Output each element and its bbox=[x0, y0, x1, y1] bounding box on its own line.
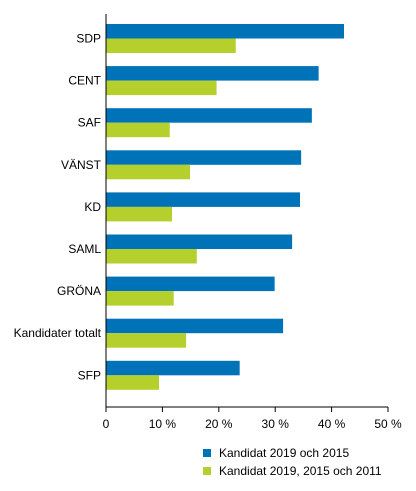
bar-grona-series-1 bbox=[106, 276, 275, 292]
x-tick-label: 0 bbox=[103, 417, 110, 431]
x-tick-label: 10 % bbox=[149, 417, 177, 431]
category-labels: SDP CENT SAF VÄNST KD SAML GRÖNA Kandidater tot… bbox=[14, 32, 102, 383]
legend-swatch-series-1 bbox=[203, 449, 211, 457]
bar-kandidater-totalt-series-2 bbox=[106, 333, 187, 348]
legend-label-series-1: Kandidat 2019 och 2015 bbox=[219, 446, 349, 460]
bar-saf-series-1 bbox=[106, 108, 312, 123]
category-label-kandidater-totalt: Kandidater totalt bbox=[14, 326, 102, 340]
bar-vanst-series-1 bbox=[106, 150, 302, 165]
category-label-saml: SAML bbox=[68, 242, 101, 256]
bar-cent-series-1 bbox=[106, 66, 319, 81]
bars-group bbox=[106, 24, 345, 390]
bar-sdp-series-2 bbox=[106, 38, 236, 53]
legend-swatch-series-2 bbox=[203, 467, 211, 475]
bar-vanst-series-2 bbox=[106, 164, 191, 180]
bar-saml-series-2 bbox=[106, 249, 197, 264]
bar-sfp-series-2 bbox=[106, 375, 160, 390]
bar-kd-series-2 bbox=[106, 206, 172, 222]
legend-label-series-2: Kandidat 2019, 2015 och 2011 bbox=[219, 464, 382, 478]
bar-cent-series-2 bbox=[106, 80, 217, 96]
legend: Kandidat 2019 och 2015 Kandidat 2019, 201… bbox=[203, 446, 382, 478]
category-label-kd: KD bbox=[84, 200, 101, 214]
category-label-sdp: SDP bbox=[76, 32, 101, 46]
bar-sdp-series-1 bbox=[106, 24, 345, 39]
x-tick-label: 50 % bbox=[374, 417, 402, 431]
bar-sfp-series-1 bbox=[106, 360, 240, 376]
bar-saml-series-1 bbox=[106, 234, 293, 249]
category-label-sfp: SFP bbox=[78, 368, 101, 382]
category-label-vanst: VÄNST bbox=[61, 158, 102, 172]
bar-kd-series-1 bbox=[106, 192, 301, 207]
x-tick-label: 30 % bbox=[262, 417, 290, 431]
category-label-saf: SAF bbox=[78, 116, 101, 130]
bar-grona-series-2 bbox=[106, 291, 174, 306]
bar-saf-series-2 bbox=[106, 122, 170, 138]
category-label-cent: CENT bbox=[68, 74, 101, 88]
x-axis-ticks: 0 10 % 20 % 30 % 40 % 50 % bbox=[103, 407, 402, 431]
x-tick-label: 20 % bbox=[205, 417, 233, 431]
x-tick-label: 40 % bbox=[318, 417, 346, 431]
category-label-grona: GRÖNA bbox=[57, 284, 101, 298]
bar-kandidater-totalt-series-1 bbox=[106, 318, 284, 334]
